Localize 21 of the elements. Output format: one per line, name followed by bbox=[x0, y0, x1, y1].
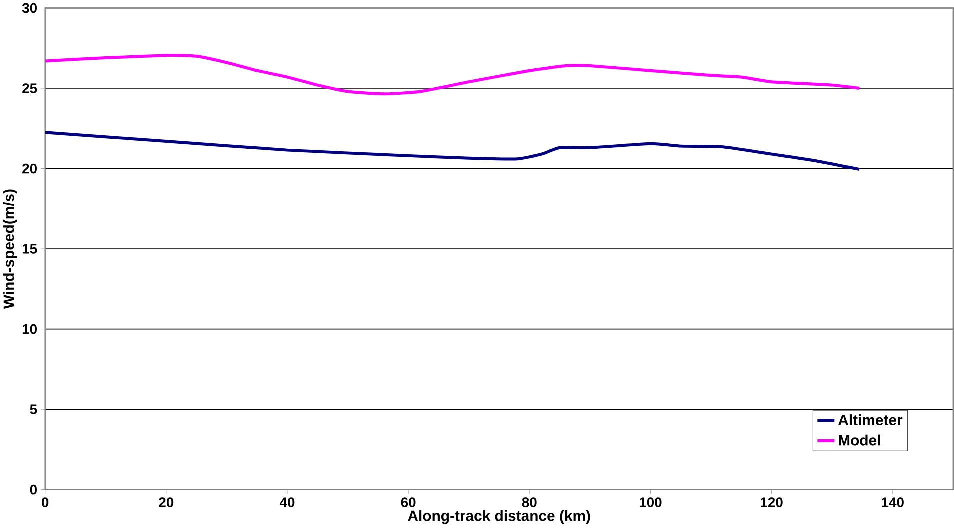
x-tick-label: 20 bbox=[159, 498, 174, 508]
x-tick-label: 40 bbox=[280, 498, 295, 508]
x-tick-label: 140 bbox=[882, 498, 904, 508]
y-tick-label: 0 bbox=[30, 485, 37, 495]
legend-label: Model bbox=[839, 435, 880, 446]
line-series bbox=[45, 54, 862, 96]
x-tick-label: 60 bbox=[401, 498, 416, 508]
y-tick-label: 20 bbox=[22, 164, 37, 174]
y-tick-label: 25 bbox=[22, 84, 38, 94]
y-tick-label: 15 bbox=[22, 244, 38, 254]
y-tick-label: 10 bbox=[22, 324, 37, 334]
x-tick-label: 120 bbox=[761, 498, 783, 508]
legend-label: Altimeter bbox=[838, 414, 903, 426]
y-tick-label: 30 bbox=[22, 3, 37, 14]
line-series bbox=[45, 131, 862, 172]
x-tick-label: 100 bbox=[640, 498, 662, 508]
y-tick-label: 5 bbox=[30, 404, 38, 415]
x-axis-title: Along-track distance (km) bbox=[408, 510, 590, 524]
x-tick-label: 0 bbox=[42, 498, 49, 508]
x-tick-label: 80 bbox=[522, 498, 537, 508]
y-axis-title: Wind-speed(m/s) bbox=[3, 190, 18, 310]
